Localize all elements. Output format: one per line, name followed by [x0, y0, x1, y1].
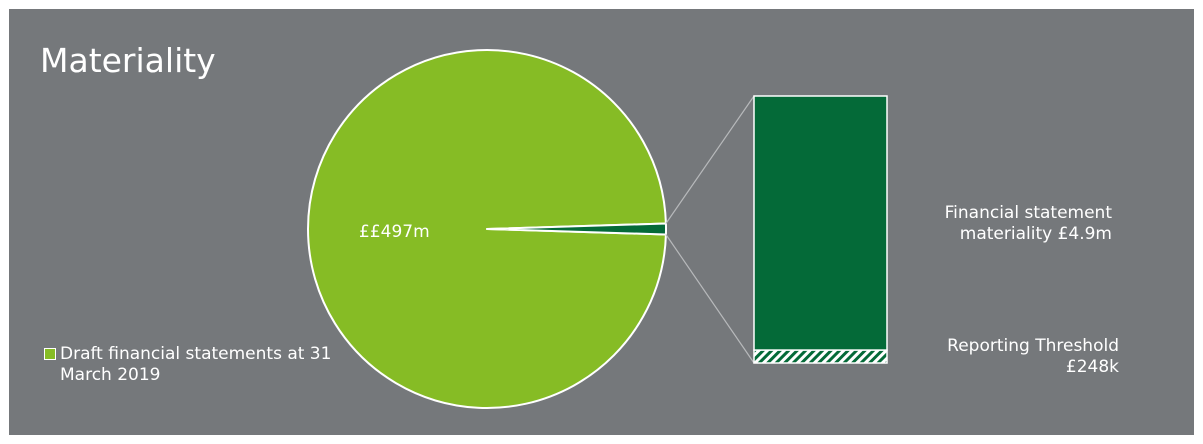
- chart-title: Materiality: [40, 41, 216, 80]
- bar-segment-materiality: [753, 95, 888, 351]
- legend: Draft financial statements at 31 March 2…: [44, 344, 334, 387]
- pie-to-bar-connectors: [665, 95, 755, 364]
- reporting-threshold-data-label: Reporting Threshold £248k: [947, 336, 1119, 378]
- connector-line-top: [665, 95, 755, 224]
- stacked-bar: [753, 95, 888, 364]
- legend-swatch: [44, 348, 56, 360]
- legend-label: Draft financial statements at 31 March 2…: [60, 344, 332, 386]
- materiality-data-label: Financial statement materiality £4.9m: [944, 203, 1112, 245]
- connector-line-bottom: [665, 234, 755, 364]
- pie-data-label: ££497m: [359, 222, 430, 242]
- bar-segment-reporting-threshold: [753, 349, 888, 364]
